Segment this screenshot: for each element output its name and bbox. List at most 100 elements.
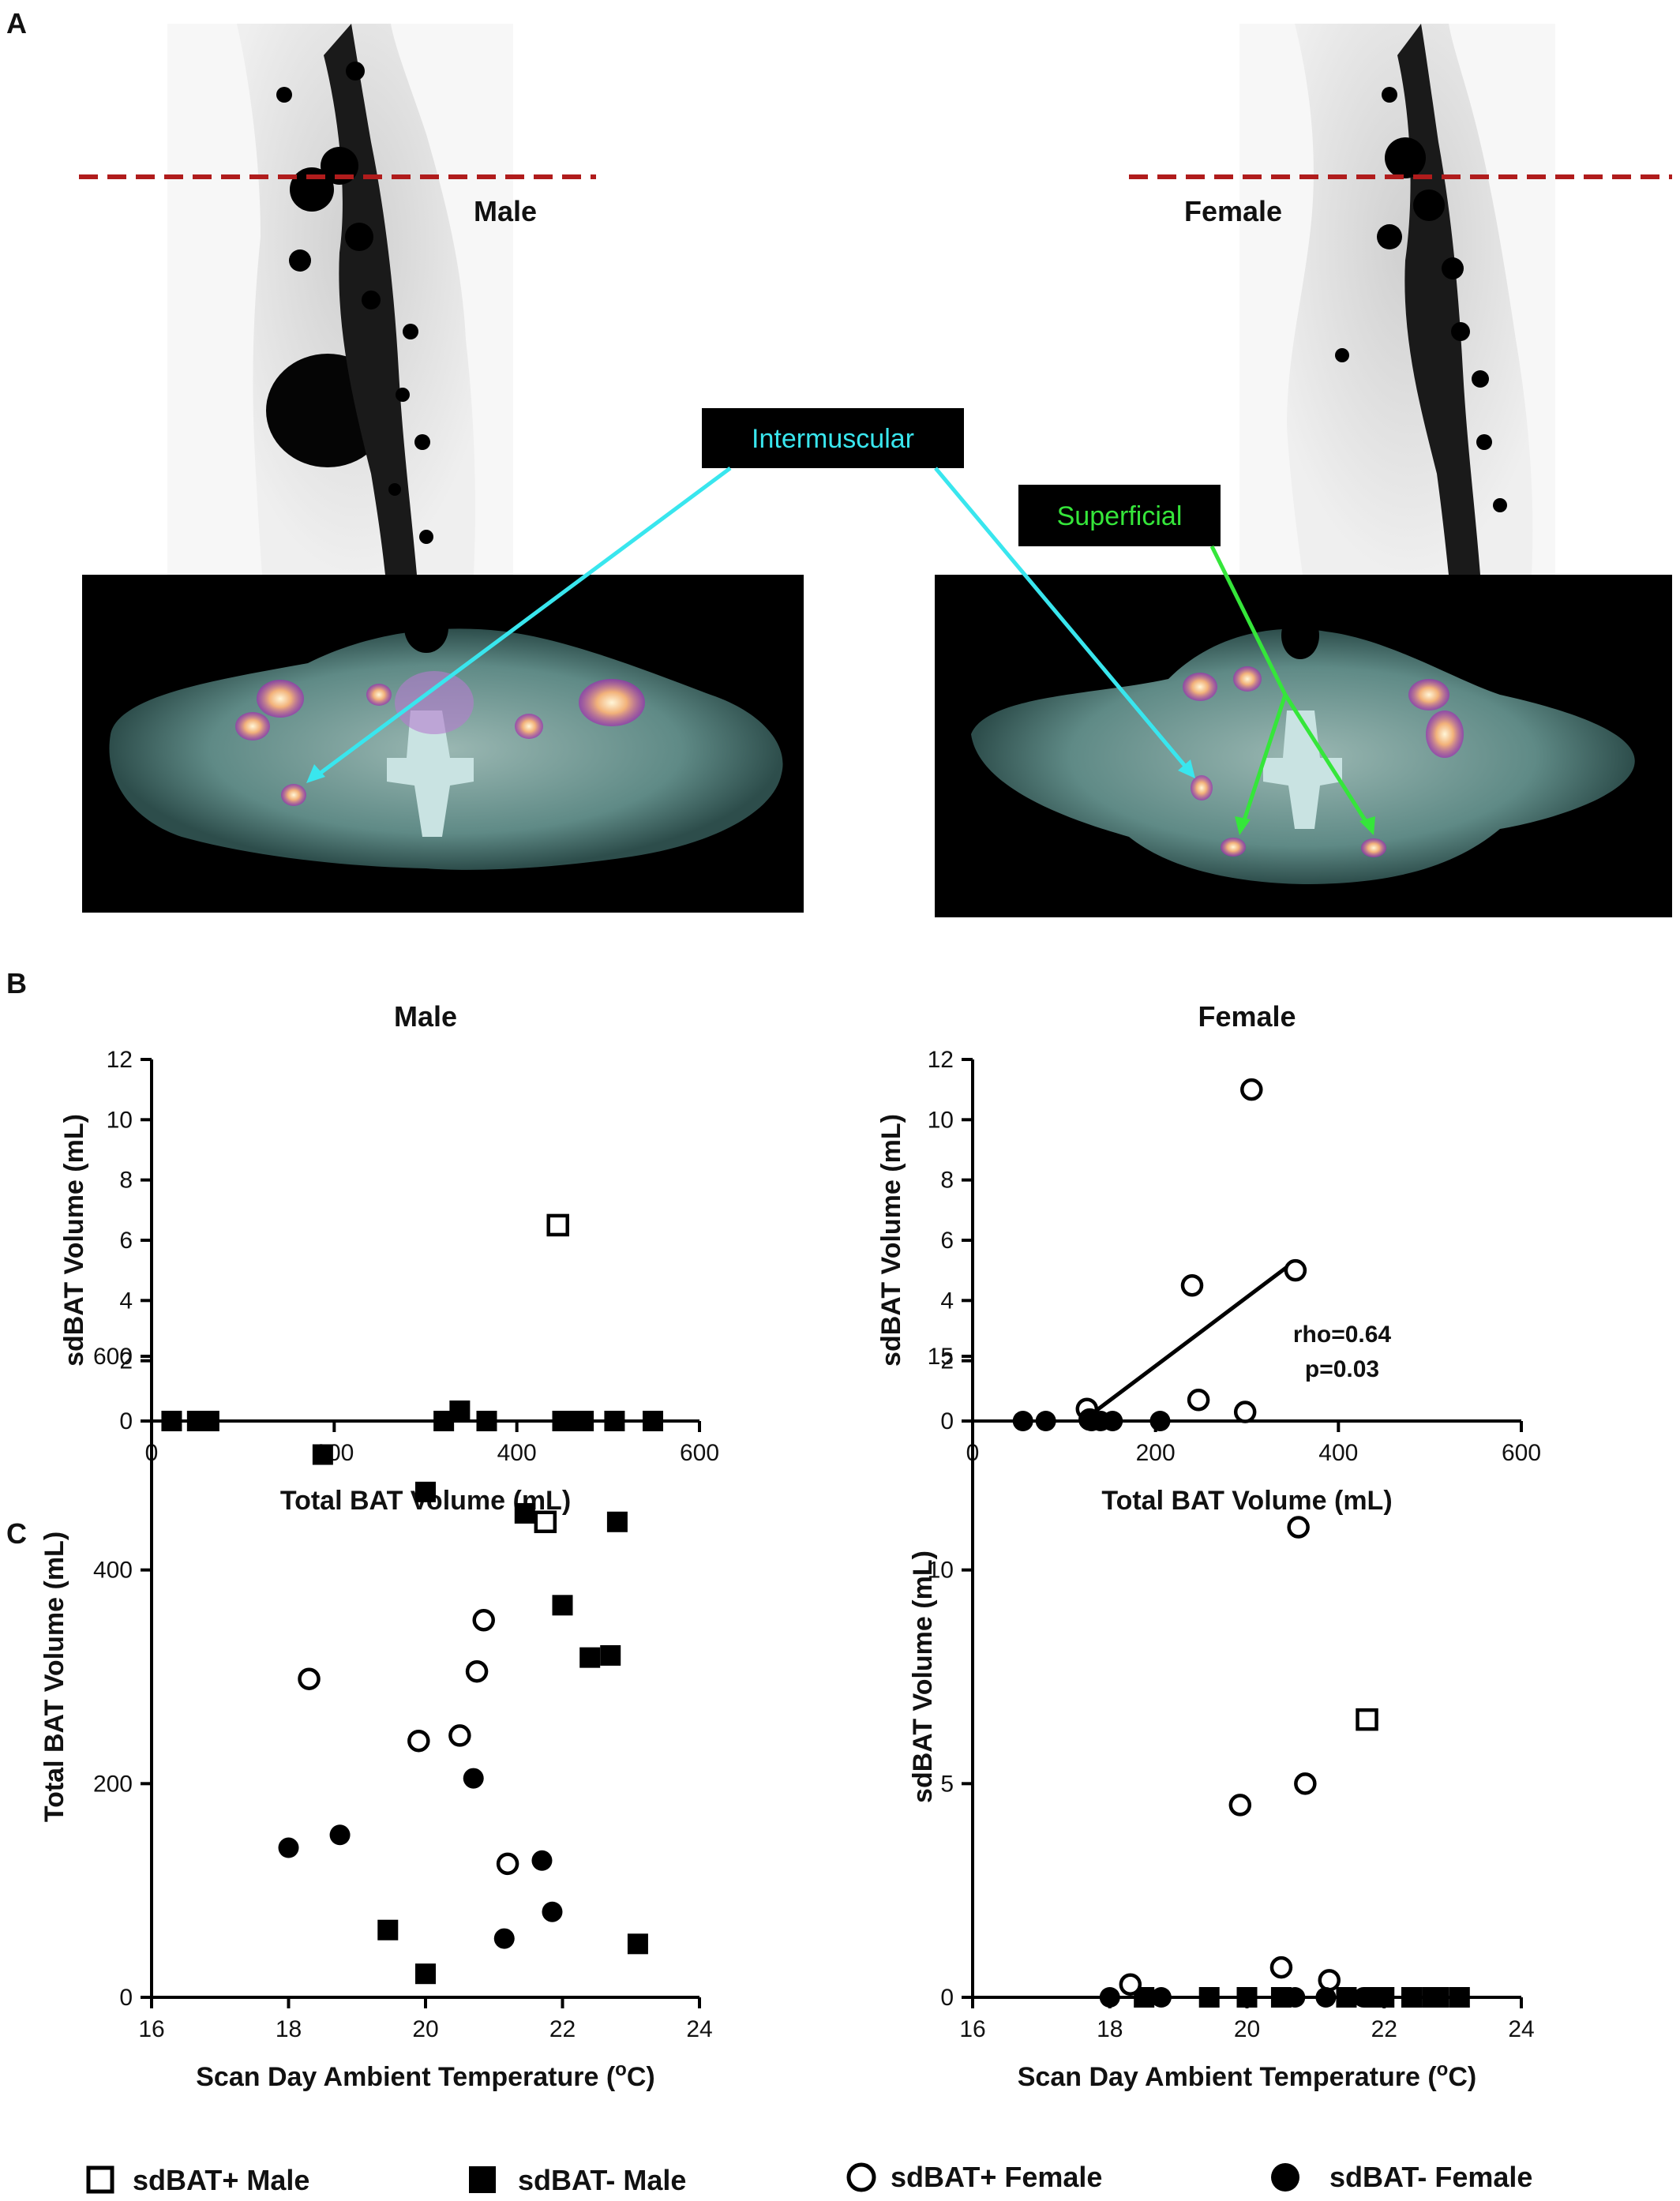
panel-label-c: C: [6, 1517, 27, 1550]
x-axis-label: Scan Day Ambient Temperature (oC): [1018, 2059, 1476, 2093]
panel-label-b: B: [6, 967, 27, 999]
data-point-circle-open: [1187, 1389, 1210, 1412]
data-point-circle-open: [496, 1852, 519, 1876]
panel-label-a: A: [6, 7, 27, 39]
data-point-circle-filled: [1149, 1411, 1171, 1431]
intermuscular-callout: Intermuscular: [702, 408, 964, 468]
data-point-circle-filled: [1363, 1987, 1385, 2008]
data-point-square-filled: [514, 1502, 535, 1524]
female-label: Female: [1184, 195, 1282, 227]
superficial-arrow-left: [1240, 694, 1288, 826]
data-point-circle-filled: [1315, 1987, 1337, 2008]
data-point-square-filled: [573, 1411, 594, 1431]
y-axis-label: sdBAT Volume (mL): [876, 1114, 906, 1367]
data-point-circle-filled: [1150, 1987, 1172, 2008]
data-point-square-filled: [554, 1411, 576, 1431]
data-point-square-filled: [627, 1933, 648, 1955]
data-point-square-filled: [1236, 1987, 1258, 2008]
x-tick-label: 600: [680, 1440, 719, 1466]
legend-label-sdbat-neg-male: sdBAT- Male: [518, 2164, 686, 2196]
chart-b-female: Female0200400600024681012Total BAT Volum…: [876, 1000, 1541, 1516]
male-label: Male: [474, 195, 537, 227]
intermuscular-arrow-female: [934, 467, 1190, 771]
data-point-square-filled: [415, 1963, 436, 1985]
data-point-circle-open: [407, 1729, 430, 1753]
data-point-square-filled: [1449, 1987, 1470, 2008]
x-tick-label: 16: [138, 2016, 164, 2042]
intermuscular-arrow-female-head: [1178, 759, 1195, 778]
data-point-square-filled: [1198, 1987, 1220, 2008]
data-point-circle-filled: [1012, 1411, 1033, 1431]
data-point-circle-open: [1180, 1274, 1204, 1297]
data-point-circle-filled: [1099, 1987, 1120, 2008]
legend-label-sdbat-pos-female: sdBAT+ Female: [891, 2161, 1102, 2193]
x-axis-label: Scan Day Ambient Temperature (oC): [196, 2059, 654, 2093]
data-point-square-filled: [476, 1411, 497, 1431]
y-tick-label: 0: [940, 1985, 954, 2011]
p-annotation: p=0.03: [1305, 1356, 1379, 1382]
data-point-square-filled: [606, 1511, 628, 1532]
data-point-square-open: [546, 1213, 569, 1237]
male-mip-image: [167, 24, 513, 575]
legend-marker-square-filled: [469, 2166, 496, 2193]
data-point-circle-open: [1284, 1258, 1307, 1282]
y-axis-label: sdBAT Volume (mL): [59, 1114, 89, 1367]
x-tick-label: 400: [1318, 1440, 1358, 1466]
female-mip-image: [1239, 24, 1555, 575]
data-point-square-filled: [415, 1481, 436, 1502]
legend-marker-circle-open: [846, 2162, 876, 2192]
superficial-arrow-right: [1283, 693, 1371, 827]
data-point-square-filled: [1401, 1987, 1422, 2008]
superficial-arrow-left-head: [1235, 816, 1251, 835]
y-tick-label: 12: [107, 1047, 133, 1073]
data-point-circle-open: [448, 1724, 471, 1747]
y-axis-label: sdBAT Volume (mL): [908, 1550, 938, 1803]
y-tick-label: 5: [940, 1771, 954, 1797]
y-tick-label: 10: [928, 1107, 954, 1133]
y-tick-label: 15: [928, 1344, 954, 1370]
data-point-circle-filled: [1102, 1411, 1123, 1431]
y-tick-label: 0: [119, 1985, 133, 2011]
x-tick-label: 24: [1508, 2016, 1534, 2042]
x-tick-label: 600: [1502, 1440, 1541, 1466]
callout-arrows: [306, 466, 1375, 835]
data-point-circle-open: [1269, 1955, 1293, 1979]
data-point-circle-open: [1318, 1969, 1341, 1992]
y-tick-label: 8: [940, 1168, 954, 1194]
data-point-circle-filled: [1035, 1411, 1056, 1431]
y-tick-label: 400: [93, 1558, 133, 1584]
data-point-square-open: [1356, 1708, 1378, 1731]
data-point-square-filled: [579, 1647, 601, 1668]
x-tick-label: 22: [549, 2016, 576, 2042]
legend-label-sdbat-pos-male: sdBAT+ Male: [133, 2164, 309, 2196]
data-point-square-filled: [604, 1411, 625, 1431]
y-tick-label: 12: [928, 1047, 954, 1073]
y-tick-label: 0: [119, 1408, 133, 1434]
legend-label-sdbat-neg-female: sdBAT- Female: [1329, 2161, 1532, 2193]
chart-title: Female: [1198, 1000, 1296, 1033]
y-tick-label: 4: [940, 1288, 954, 1314]
data-point-circle-filled: [531, 1850, 553, 1871]
data-point-circle-open: [465, 1659, 489, 1683]
y-tick-label: 6: [119, 1228, 133, 1254]
y-axis-label: Total BAT Volume (mL): [39, 1532, 69, 1822]
female-axial-pet-ct: [935, 575, 1672, 917]
x-tick-label: 400: [497, 1440, 537, 1466]
superficial-callout: Superficial: [1018, 485, 1221, 546]
data-point-square-filled: [198, 1411, 219, 1431]
x-axis-label: Total BAT Volume (mL): [1101, 1486, 1392, 1516]
data-point-square-filled: [552, 1595, 573, 1616]
data-point-square-filled: [161, 1411, 182, 1431]
data-point-circle-open: [1294, 1772, 1317, 1795]
data-point-square-filled: [377, 1919, 399, 1940]
superficial-arrow-right-head: [1359, 816, 1375, 835]
intermuscular-arrow-male-head: [306, 764, 325, 783]
data-point-circle-open: [472, 1609, 495, 1632]
x-tick-label: 18: [1097, 2016, 1123, 2042]
data-point-circle-open: [298, 1667, 321, 1690]
x-tick-label: 22: [1371, 2016, 1397, 2042]
y-tick-label: 200: [93, 1771, 133, 1797]
data-point-square-filled: [1336, 1987, 1357, 2008]
